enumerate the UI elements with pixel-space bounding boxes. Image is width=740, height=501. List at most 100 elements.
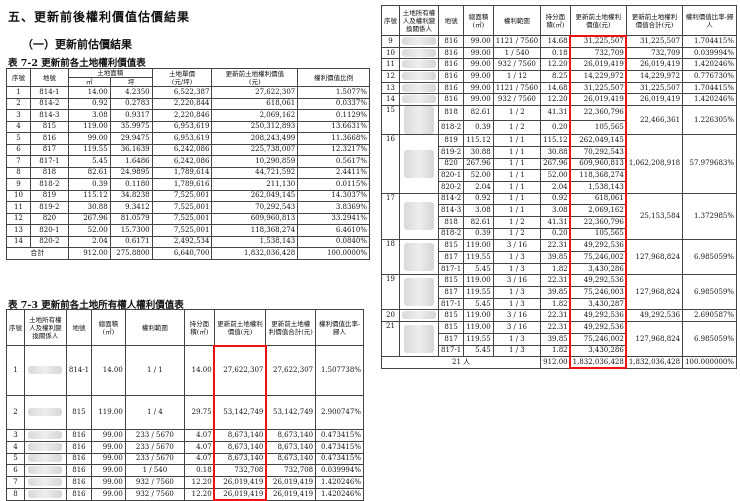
section-title: 五、更新前後權利價值估價結果 — [8, 8, 190, 25]
total-area: 82.61 — [464, 106, 494, 121]
total-area: 99.00 — [92, 465, 126, 477]
total-area: 5.45 — [464, 263, 494, 275]
area-m2: 119.00 — [68, 121, 110, 133]
held-area: 22.31 — [541, 240, 571, 252]
owner-name-redacted — [25, 396, 67, 430]
row-no: 15 — [382, 106, 400, 135]
value-ratio: 1.372985% — [683, 193, 737, 240]
value-ratio: 11.3668% — [298, 133, 370, 145]
lot-number: 819 — [30, 190, 68, 202]
row-no: 18 — [382, 240, 400, 275]
ownership-scope: 1 / 2 — [493, 106, 540, 121]
col-owner: 土地所有權人及權利變換關係人 — [400, 6, 439, 36]
row-no: 16 — [382, 135, 400, 193]
unit-price: 6,953,619 — [152, 121, 212, 133]
table1-caption: 表 7-2 更新前各土地權利價值表 — [8, 55, 146, 69]
value-sum: 26,019,419 — [626, 59, 682, 71]
ownership-scope: 233 / 5670 — [125, 430, 184, 442]
value-ratio: 0.0840% — [298, 236, 370, 248]
value-sum: 26,019,419 — [626, 94, 682, 106]
lot-number: 817 — [439, 287, 464, 299]
lot-number: 817-1 — [439, 298, 464, 310]
value-ratio: 1.704415% — [683, 36, 737, 48]
value-ratio: 2.4411% — [298, 167, 370, 179]
lot-number: 814-3 — [30, 110, 68, 122]
ownership-scope: 1 / 1 — [493, 135, 540, 147]
owner-name-redacted — [400, 71, 439, 83]
lot-number: 815 — [66, 396, 91, 430]
redacted-owner-name — [404, 278, 434, 306]
ownership-scope: 1 / 2 — [493, 216, 540, 228]
lot-number: 820-2 — [30, 236, 68, 248]
held-area: 4.07 — [184, 441, 214, 453]
lot-number: 815 — [439, 310, 464, 322]
ownership-scope: 1 / 2 — [493, 228, 540, 240]
held-area: 0.18 — [184, 465, 214, 477]
value-sum: 8,673,140 — [266, 453, 316, 465]
unit-price: 2,220,844 — [152, 98, 212, 110]
row-no: 14 — [7, 236, 31, 248]
area-m2: 0.39 — [68, 179, 110, 191]
held-area: 39.85 — [541, 252, 571, 264]
total-area: 0.92 — [464, 193, 494, 205]
value-ratio: 0.473415% — [316, 453, 364, 465]
lot-number: 816 — [439, 36, 464, 48]
lot-number: 817-1 — [30, 156, 68, 168]
owner-name-redacted — [400, 106, 439, 135]
redacted-owner-name — [28, 454, 62, 462]
value-ratio: 6.985059% — [683, 322, 737, 357]
value-sum: 25,153,584 — [626, 193, 682, 240]
total-area: 99.00 — [92, 441, 126, 453]
value-ratio: 0.039994% — [683, 47, 737, 59]
value-ratio: 0.0337% — [298, 98, 370, 110]
value-ratio: 0.776730% — [683, 71, 737, 83]
col-total-area: 總面積(㎡) — [92, 310, 126, 346]
lot-number: 817-1 — [439, 263, 464, 275]
col-area: 土地面積 — [68, 69, 152, 78]
redacted-owner-name — [404, 243, 434, 271]
total-owners: 21 人 — [382, 357, 541, 369]
value-column-highlight-continued — [569, 35, 627, 370]
area-ping: 24.9895 — [110, 167, 152, 179]
total-area: 119.00 — [464, 310, 494, 322]
unit-price: 7,525,001 — [152, 213, 212, 225]
total-area: 0.39 — [464, 120, 494, 135]
row-no: 13 — [382, 82, 400, 94]
lot-number: 816 — [30, 133, 68, 145]
ownership-scope: 1 / 3 — [493, 252, 540, 264]
total-area: 82.61 — [464, 216, 494, 228]
row-no: 13 — [7, 225, 31, 237]
total-land-value: 1,832,036,428 — [212, 248, 298, 260]
redacted-owner-name — [28, 366, 62, 374]
held-area: 14.68 — [541, 82, 571, 94]
held-area: 39.85 — [541, 287, 571, 299]
value-ratio: 1.420246% — [683, 94, 737, 106]
lot-number: 816 — [66, 477, 91, 489]
held-area: 115.12 — [541, 135, 571, 147]
value-ratio: 0.0115% — [298, 179, 370, 191]
lot-number: 814-3 — [439, 205, 464, 217]
redacted-owner-name — [28, 466, 62, 474]
lot-number: 814-1 — [30, 87, 68, 99]
row-no: 4 — [7, 441, 25, 453]
total-area: 5.45 — [464, 345, 494, 357]
area-m2: 115.12 — [68, 190, 110, 202]
lot-number: 820 — [439, 158, 464, 170]
held-area: 4.07 — [184, 453, 214, 465]
value-sum: 127,968,824 — [626, 240, 682, 275]
total-area: 99.00 — [92, 430, 126, 442]
area-ping: 0.1180 — [110, 179, 152, 191]
value-ratio: 33.2941% — [298, 213, 370, 225]
land-value: 118,368,274 — [212, 225, 298, 237]
held-area: 2.04 — [541, 181, 571, 193]
row-no: 1 — [7, 87, 31, 99]
lot-number: 816 — [66, 430, 91, 442]
